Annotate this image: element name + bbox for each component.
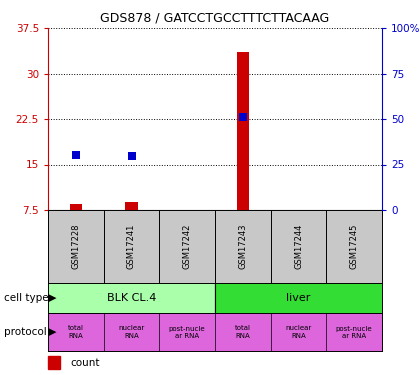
Text: post-nucle
ar RNA: post-nucle ar RNA (169, 326, 205, 339)
Text: GSM17243: GSM17243 (238, 224, 247, 269)
Text: total
RNA: total RNA (68, 326, 84, 339)
Text: count: count (70, 357, 100, 368)
Text: ▶: ▶ (48, 293, 57, 303)
Bar (126, 202, 138, 210)
Text: GSM17241: GSM17241 (127, 224, 136, 269)
Text: post-nucle
ar RNA: post-nucle ar RNA (336, 326, 373, 339)
Title: GDS878 / GATCCTGCCTTTCTTACAAG: GDS878 / GATCCTGCCTTTCTTACAAG (100, 11, 330, 24)
Text: cell type: cell type (4, 293, 49, 303)
Text: liver: liver (286, 293, 311, 303)
Bar (48, 356, 60, 369)
Text: nuclear
RNA: nuclear RNA (118, 326, 144, 339)
Text: GSM17228: GSM17228 (71, 224, 80, 269)
Bar (215, 283, 382, 313)
Text: nuclear
RNA: nuclear RNA (285, 326, 312, 339)
Bar (48, 283, 215, 313)
Bar (70, 204, 82, 210)
Text: GSM17244: GSM17244 (294, 224, 303, 269)
Text: BLK CL.4: BLK CL.4 (107, 293, 156, 303)
Text: protocol: protocol (4, 327, 47, 337)
Text: GSM17245: GSM17245 (350, 224, 359, 269)
Text: ▶: ▶ (48, 327, 57, 337)
Bar (237, 52, 249, 210)
Text: total
RNA: total RNA (235, 326, 251, 339)
Text: GSM17242: GSM17242 (183, 224, 192, 269)
